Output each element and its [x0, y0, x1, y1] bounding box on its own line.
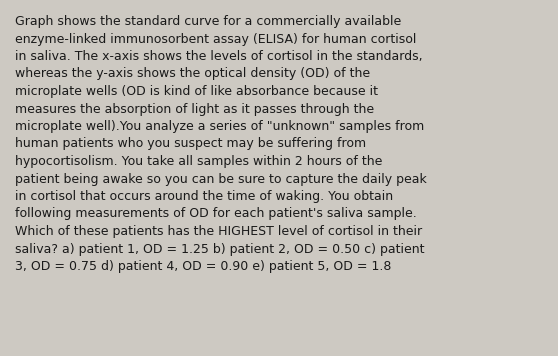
Text: Graph shows the standard curve for a commercially available
enzyme-linked immuno: Graph shows the standard curve for a com… — [15, 15, 427, 273]
